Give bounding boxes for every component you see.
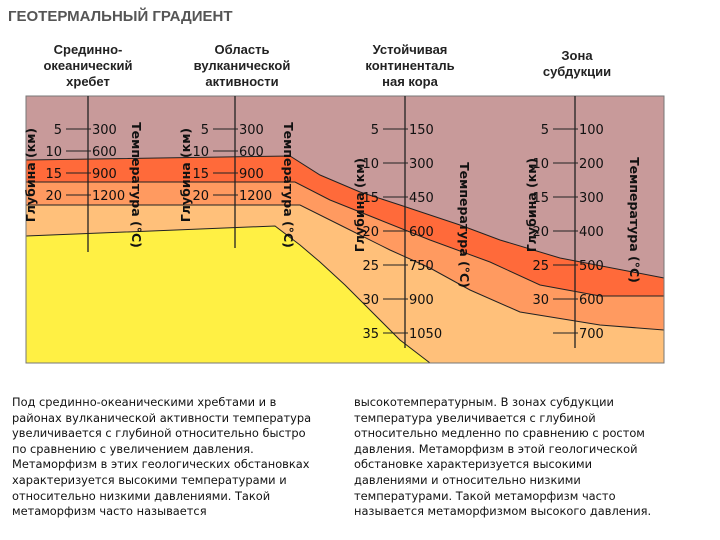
depth-axis-label: Глубина (км)	[23, 128, 38, 222]
temp-axis-label: Температура (°C)	[281, 122, 296, 248]
depth-tick-label: 15	[45, 167, 62, 182]
temp-tick-label: 100	[579, 123, 604, 138]
depth-tick-label: 10	[532, 157, 549, 172]
temp-tick-label: 300	[239, 123, 264, 138]
temp-tick-label: 150	[409, 123, 434, 138]
temp-tick-label: 600	[579, 293, 604, 308]
depth-tick-label: 35	[362, 327, 379, 342]
depth-axis-label: Глубина (км)	[178, 128, 193, 222]
page-title: ГЕОТЕРМАЛЬНЫЙ ГРАДИЕНТ	[8, 8, 233, 25]
depth-tick-label: 5	[201, 123, 209, 138]
temp-tick-label: 300	[409, 157, 434, 172]
temp-tick-label: 700	[579, 327, 604, 342]
temp-tick-label: 1050	[409, 327, 442, 342]
boundary-line-3	[26, 204, 665, 331]
depth-tick-label: 20	[532, 225, 549, 240]
temp-axis-label: Температура (°C)	[457, 162, 472, 288]
temp-tick-label: 500	[579, 259, 604, 274]
depth-tick-label: 15	[532, 191, 549, 206]
depth-tick-label: 30	[532, 293, 549, 308]
depth-tick-label: 10	[45, 145, 62, 160]
diagram-frame	[25, 95, 665, 364]
depth-tick-label: 20	[192, 189, 209, 204]
depth-tick-label: 20	[362, 225, 379, 240]
depth-tick-label: 15	[192, 167, 209, 182]
temp-tick-label: 900	[239, 167, 264, 182]
depth-tick-label: 20	[45, 189, 62, 204]
depth-tick-label: 10	[192, 145, 209, 160]
mantle-layer	[26, 226, 430, 363]
depth-tick-label: 25	[362, 259, 379, 274]
temp-tick-label: 200	[579, 157, 604, 172]
depth-tick-label: 30	[362, 293, 379, 308]
temp-tick-label: 1200	[92, 189, 125, 204]
depth-axis-label: Глубина (км)	[524, 158, 539, 252]
temp-tick-label: 450	[409, 191, 434, 206]
temp-tick-label: 300	[579, 191, 604, 206]
depth-tick-label: 10	[362, 157, 379, 172]
temp-axis-label: Температура (°C)	[129, 122, 144, 248]
header-volcanic-area: Область вулканической активности	[193, 42, 291, 89]
temp-tick-label: 400	[579, 225, 604, 240]
depth-tick-label: 25	[532, 259, 549, 274]
boundary-line-4	[25, 225, 431, 364]
depth-tick-label: 5	[541, 123, 549, 138]
temp-tick-label: 1200	[239, 189, 272, 204]
header-stable-crust: Устойчивая континенталь ная кора	[365, 42, 455, 89]
description-right: высокотемпературным. В зонах субдукции т…	[354, 395, 652, 519]
depth-tick-label: 15	[362, 191, 379, 206]
temp-axis-label: Температура (°C)	[627, 157, 642, 283]
temp-tick-label: 750	[409, 259, 434, 274]
temp-tick-label: 600	[409, 225, 434, 240]
temp-tick-label: 900	[409, 293, 434, 308]
boundary-line-1	[25, 155, 665, 279]
temp-tick-label: 600	[92, 145, 117, 160]
depth-tick-label: 5	[54, 123, 62, 138]
boundary-line-2	[26, 181, 664, 297]
depth-tick-label: 5	[371, 123, 379, 138]
depth-axis-label: Глубина (км)	[352, 158, 367, 252]
temp-tick-label: 900	[92, 167, 117, 182]
temp-tick-label: 600	[239, 145, 264, 160]
header-subduction-zone: Зона субдукции	[542, 48, 612, 79]
temp-tick-label: 300	[92, 123, 117, 138]
description-left: Под срединно-океаническими хребтами и в …	[12, 395, 312, 519]
header-mid-ocean-ridge: Срединно- океанический хребет	[43, 42, 133, 89]
